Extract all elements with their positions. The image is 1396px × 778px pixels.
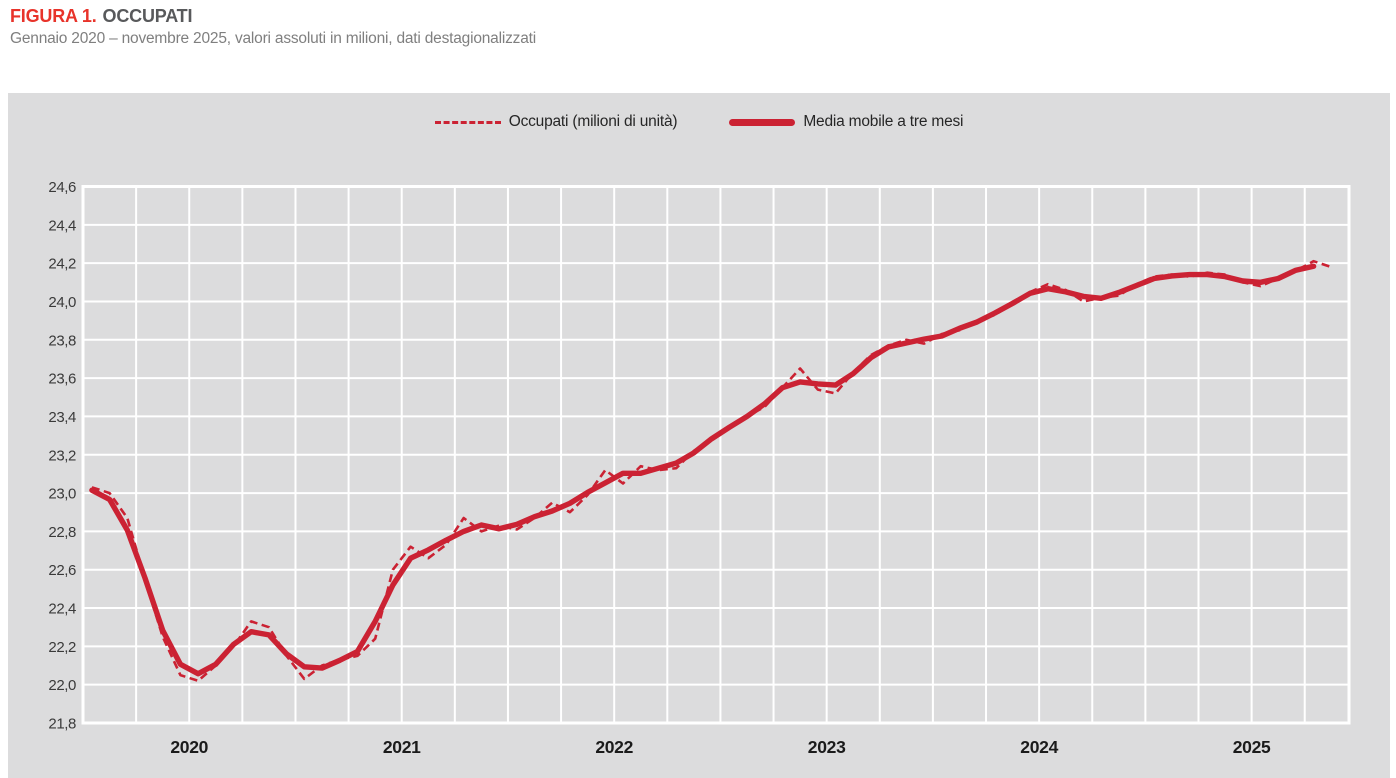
y-axis-tick-label: 23,8 (48, 332, 76, 349)
legend-item-occupati: Occupati (milioni di unità) (434, 113, 678, 131)
x-axis-year-label: 2024 (1020, 737, 1058, 757)
y-axis-tick-label: 22,2 (48, 639, 76, 656)
figure-label: FIGURA 1. (10, 6, 97, 26)
y-axis-tick-label: 22,0 (48, 677, 76, 694)
x-axis-year-label: 2020 (170, 737, 208, 757)
figure-subtitle: Gennaio 2020 – novembre 2025, valori ass… (10, 30, 536, 47)
y-axis-tick-label: 24,4 (48, 217, 76, 234)
y-axis-tick-label: 21,8 (48, 716, 76, 733)
x-axis-year-label: 2022 (595, 737, 633, 757)
legend-label-occupati: Occupati (milioni di unità) (508, 113, 678, 130)
y-axis-tick-label: 23,4 (48, 409, 76, 426)
x-axis-year-label: 2021 (383, 737, 421, 757)
legend-label-media-mobile: Media mobile a tre mesi (803, 113, 964, 130)
y-axis-tick-label: 22,6 (48, 562, 76, 579)
y-axis-tick-label: 24,0 (48, 294, 76, 311)
y-axis-tick-label: 22,8 (48, 524, 76, 541)
y-axis-tick-label: 24,6 (48, 179, 76, 196)
y-axis-tick-label: 24,2 (48, 256, 76, 273)
legend-item-media-mobile: Media mobile a tre mesi (729, 113, 963, 131)
dashed-line-sample (434, 120, 501, 124)
plot-border (81, 185, 1351, 725)
page-title: OCCUPATI (102, 6, 193, 26)
grid-lines (83, 186, 1349, 723)
x-axis-year-label: 2025 (1233, 737, 1271, 757)
figure-header: FIGURA 1. OCCUPATI Gennaio 2020 – novembr… (10, 6, 536, 48)
y-axis-tick-label: 23,0 (48, 486, 76, 503)
y-axis-tick-label: 22,4 (48, 601, 76, 618)
x-axis-year-label: 2023 (808, 737, 846, 757)
chart-panel: Occupati (milioni di unità) Media mobile… (8, 93, 1390, 778)
solid-line-sample (729, 118, 796, 126)
y-axis-tick-label: 23,6 (48, 371, 76, 388)
chart-legend: Occupati (milioni di unità) Media mobile… (8, 113, 1390, 131)
y-axis-tick-label: 23,2 (48, 447, 76, 464)
figure-title-row: FIGURA 1. OCCUPATI (10, 6, 536, 27)
series-media-mobile-solid-line (89, 263, 1317, 677)
